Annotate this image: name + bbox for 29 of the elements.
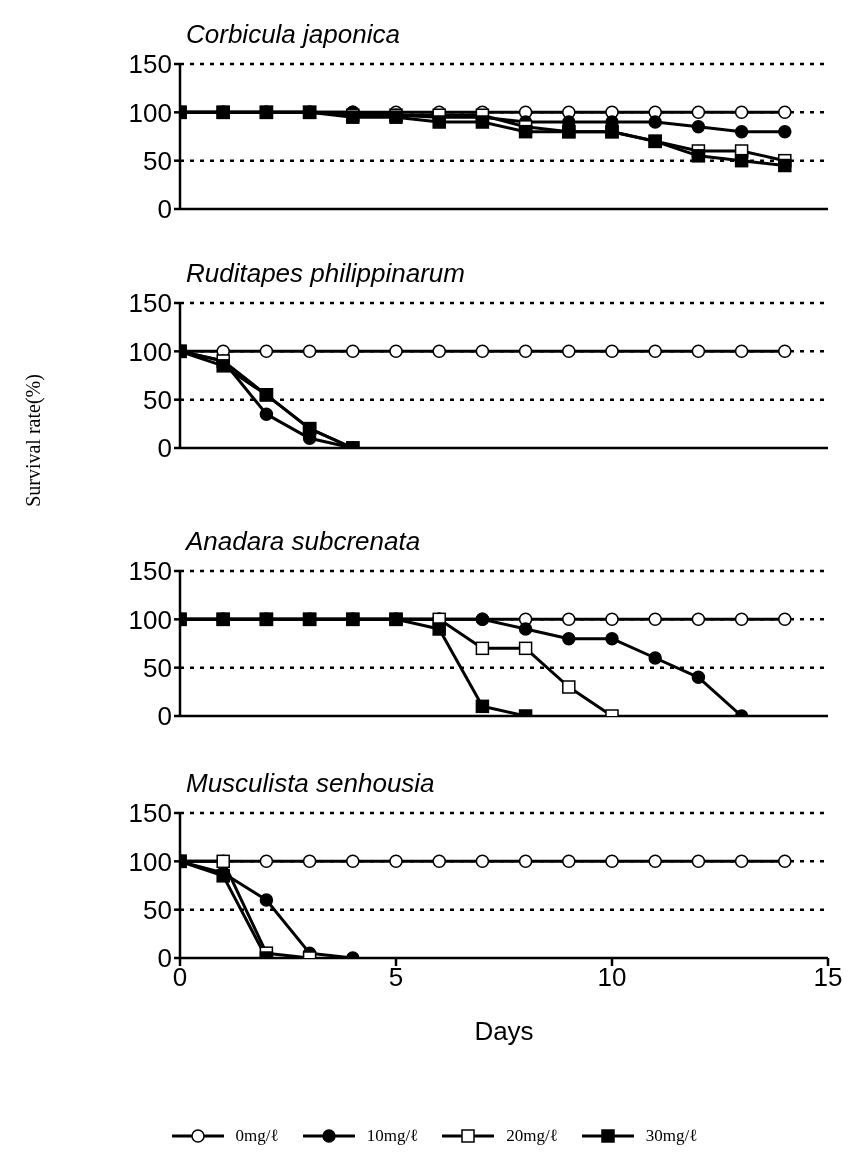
x-axis-title: Days bbox=[474, 1016, 534, 1046]
legend-label: 10mg/ℓ bbox=[366, 1126, 419, 1146]
x-tick-label: 10 bbox=[597, 962, 627, 993]
chart-title: Ruditapes philippinarum bbox=[186, 258, 465, 288]
y-tick-label: 100 bbox=[128, 97, 172, 128]
y-tick-label: 50 bbox=[143, 384, 172, 415]
y-tick-label: 0 bbox=[157, 701, 172, 732]
legend-label: 30mg/ℓ bbox=[645, 1126, 698, 1146]
y-tick-label: 150 bbox=[128, 49, 172, 80]
x-tick-label: 15 bbox=[813, 962, 843, 993]
x-tick-label: 5 bbox=[388, 962, 404, 993]
y-tick-label: 150 bbox=[128, 288, 172, 319]
y-tick-label: 50 bbox=[143, 894, 172, 925]
chart-title: Anadara subcrenata bbox=[186, 526, 421, 556]
y-tick-label: 150 bbox=[128, 798, 172, 829]
y-tick-label: 0 bbox=[157, 433, 172, 464]
y-tick-label: 100 bbox=[128, 336, 172, 367]
chart-title: Musculista senhousia bbox=[186, 768, 435, 798]
legend-label: 20mg/ℓ bbox=[506, 1126, 558, 1146]
y-tick-label: 0 bbox=[157, 194, 172, 225]
y-tick-label: 100 bbox=[128, 604, 172, 635]
y-tick-label: 100 bbox=[128, 846, 172, 877]
chart-title: Corbicula japonica bbox=[186, 19, 400, 49]
y-axis-title: Survival rate(%) bbox=[21, 374, 45, 507]
legend-label: 0mg/ℓ bbox=[235, 1126, 279, 1146]
y-tick-label: 0 bbox=[157, 943, 172, 974]
y-tick-label: 50 bbox=[143, 652, 172, 683]
y-tick-label: 50 bbox=[143, 145, 172, 176]
y-tick-label: 150 bbox=[128, 556, 172, 587]
